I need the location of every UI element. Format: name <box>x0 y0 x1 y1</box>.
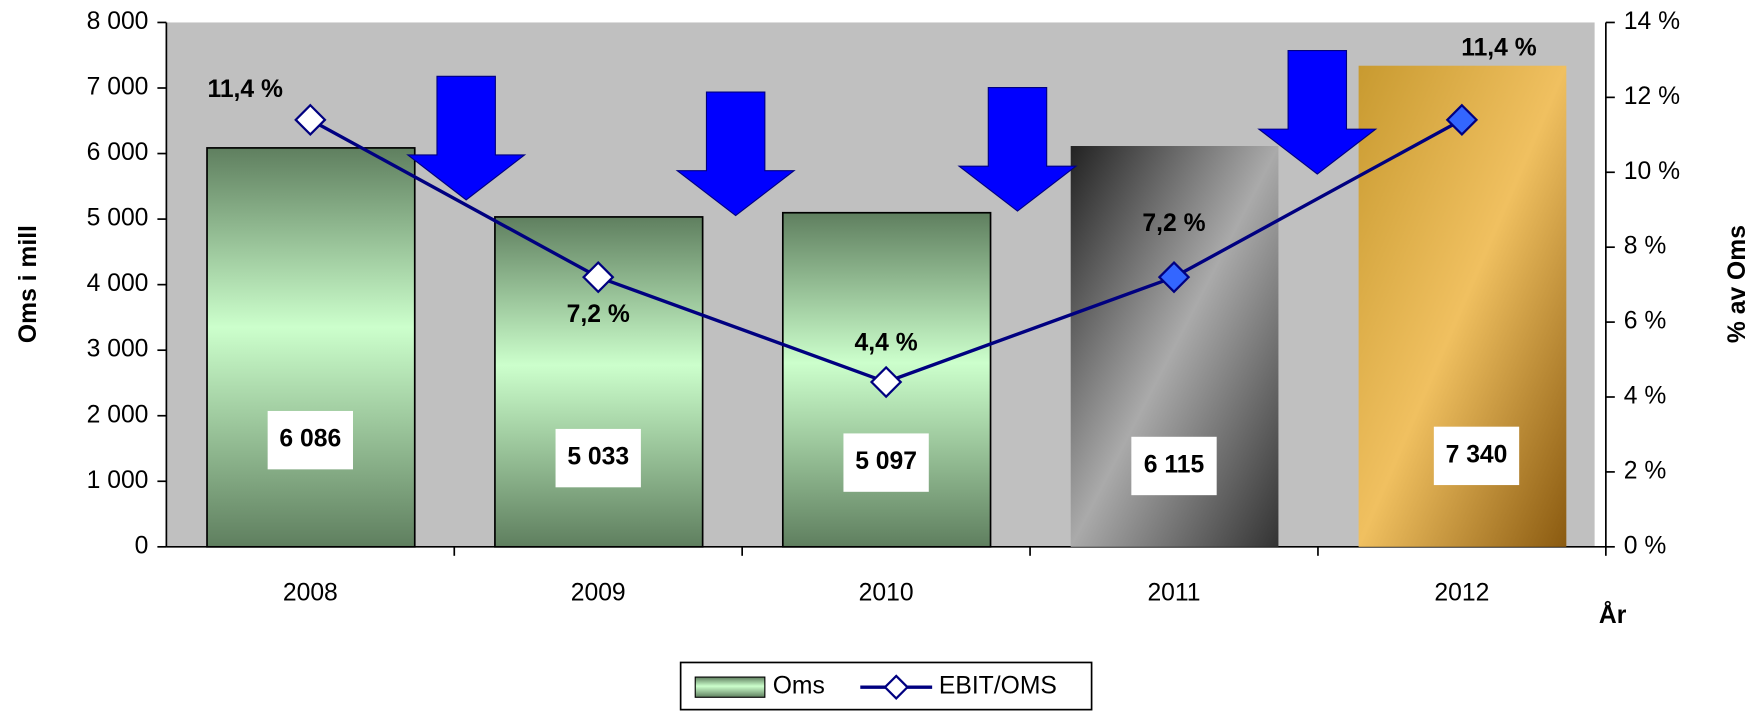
y2-tick-label: 0 % <box>1624 532 1667 559</box>
arrow <box>1257 49 1378 175</box>
line-value-label: 4,4 % <box>855 329 918 356</box>
legend-marker <box>883 674 910 700</box>
legend-label: EBIT/OMS <box>939 673 1057 700</box>
x-tick-label: 2012 <box>1434 580 1489 607</box>
x-tick-label: 2011 <box>1147 580 1200 607</box>
arrow <box>675 91 796 217</box>
y2-tick-label: 2 % <box>1624 457 1667 484</box>
legend-swatch <box>694 676 766 698</box>
value-label: 7 340 <box>1446 441 1508 468</box>
line-value-label: 11,4 % <box>207 76 283 103</box>
line-marker <box>582 260 615 294</box>
value-label: 5 033 <box>567 444 629 471</box>
bar <box>206 147 416 548</box>
y-tick-label: 6 000 <box>87 139 149 166</box>
legend-label: Oms <box>773 673 825 700</box>
y2-tick-label: 12 % <box>1624 83 1680 110</box>
y-tick-label: 2 000 <box>87 401 149 428</box>
value-label-box <box>1131 436 1217 496</box>
line-marker <box>1157 260 1191 294</box>
y-tick-label: 0 <box>135 532 149 559</box>
y2-tick-label: 4 % <box>1624 383 1667 410</box>
line-value-label: 11,4 % <box>1461 35 1537 62</box>
x-tick-label: 2009 <box>571 580 626 607</box>
value-label-box <box>843 433 929 492</box>
value-label: 6 115 <box>1144 452 1205 479</box>
y2-axis-title: % av Oms <box>1724 225 1751 343</box>
value-label: 6 086 <box>279 426 341 453</box>
value-label-box <box>555 428 641 488</box>
x-tick-label: 2008 <box>283 580 338 607</box>
line-marker <box>1445 103 1479 137</box>
value-label-box <box>1433 426 1520 486</box>
arrow <box>957 87 1078 212</box>
y2-tick-label: 8 % <box>1624 233 1667 260</box>
line-marker <box>869 365 903 399</box>
y-tick-label: 8 000 <box>87 8 149 35</box>
y-tick-label: 3 000 <box>87 336 149 363</box>
y-tick-label: 4 000 <box>87 270 149 297</box>
y-tick-label: 7 000 <box>87 74 149 101</box>
value-label-box <box>267 410 353 470</box>
x-axis-title: År <box>1599 601 1627 629</box>
y-tick-label: 1 000 <box>87 467 149 494</box>
line-value-label: 7,2 % <box>1142 210 1205 237</box>
x-tick-label: 2010 <box>859 580 914 607</box>
line-value-label: 7,2 % <box>567 301 630 328</box>
value-label: 5 097 <box>855 448 917 475</box>
y-axis-title: Oms i mill <box>15 225 42 343</box>
y-tick-label: 5 000 <box>87 205 149 232</box>
arrow <box>406 75 527 201</box>
y2-tick-label: 14 % <box>1624 8 1680 35</box>
line-marker <box>294 103 327 137</box>
y2-tick-label: 6 % <box>1624 308 1667 335</box>
y2-tick-label: 10 % <box>1624 158 1680 185</box>
